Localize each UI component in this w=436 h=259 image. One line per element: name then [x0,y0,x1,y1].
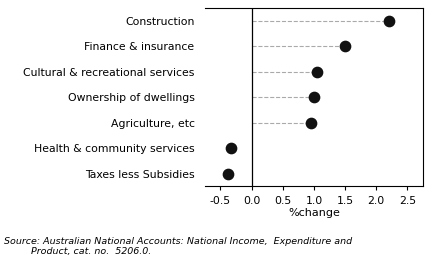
Point [385,18,392,23]
Point [307,121,314,125]
Point [341,44,348,48]
Point [313,69,320,74]
Point [228,146,235,150]
X-axis label: %change: %change [288,208,340,218]
Point [225,172,232,176]
Text: Source: Australian National Accounts: National Income,  Expenditure and
        : Source: Australian National Accounts: Na… [4,237,352,256]
Point [310,95,317,99]
